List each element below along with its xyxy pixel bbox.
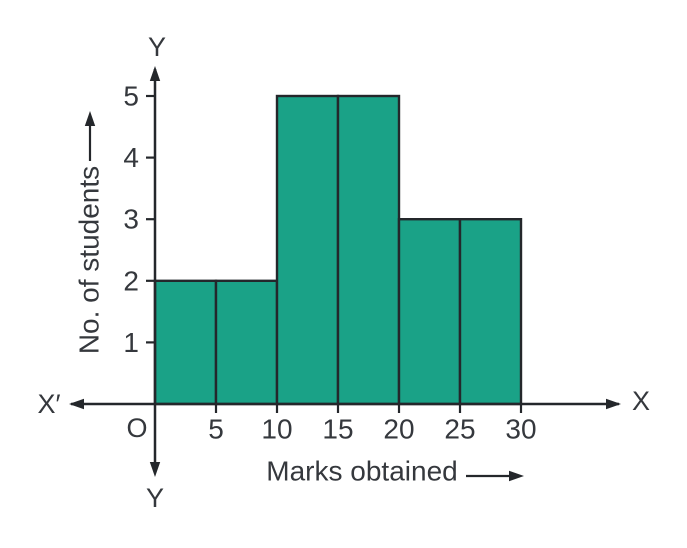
histogram-bar	[153, 279, 218, 406]
x-tick-label: 10	[261, 414, 292, 445]
x-tick-label: 5	[208, 414, 224, 445]
y-ticks: 1 2 3 4 5	[123, 81, 155, 358]
y-axis-title: No. of students	[74, 166, 105, 354]
x-tick-label: 20	[383, 414, 414, 445]
y-tick-label: 1	[123, 327, 139, 358]
histogram-bar	[214, 279, 279, 406]
y-axis-arrow-up-icon	[149, 66, 161, 81]
y-axis-title-arrow-icon	[84, 111, 96, 161]
x-axis-left-label: X′	[37, 389, 60, 419]
x-tick-label: 25	[444, 414, 475, 445]
y-tick-label: 4	[123, 142, 139, 173]
x-axis-arrow-left-icon	[69, 398, 84, 410]
x-tick-label: 15	[322, 414, 353, 445]
x-axis-right-label: X	[632, 386, 650, 416]
y-tick-label: 5	[123, 81, 139, 112]
x-axis-arrow-right-icon	[606, 398, 621, 410]
histogram-bar	[458, 217, 523, 406]
y-axis-bottom-label: Y	[146, 483, 164, 513]
x-axis-title-arrow-icon	[466, 470, 524, 482]
x-tick-label: 30	[505, 414, 536, 445]
histogram-bar	[275, 94, 340, 406]
y-tick-label: 3	[123, 204, 139, 235]
histogram-bar	[336, 94, 401, 406]
y-axis-arrow-down-icon	[149, 462, 161, 477]
y-tick-label: 2	[123, 265, 139, 296]
origin-label: O	[126, 413, 147, 443]
x-ticks: 5 10 15 20 25 30	[208, 404, 537, 445]
bars	[153, 94, 523, 406]
x-axis-title: Marks obtained	[266, 456, 457, 487]
y-axis-top-label: Y	[148, 32, 166, 62]
histogram-bar	[397, 217, 462, 406]
axes	[69, 66, 621, 477]
